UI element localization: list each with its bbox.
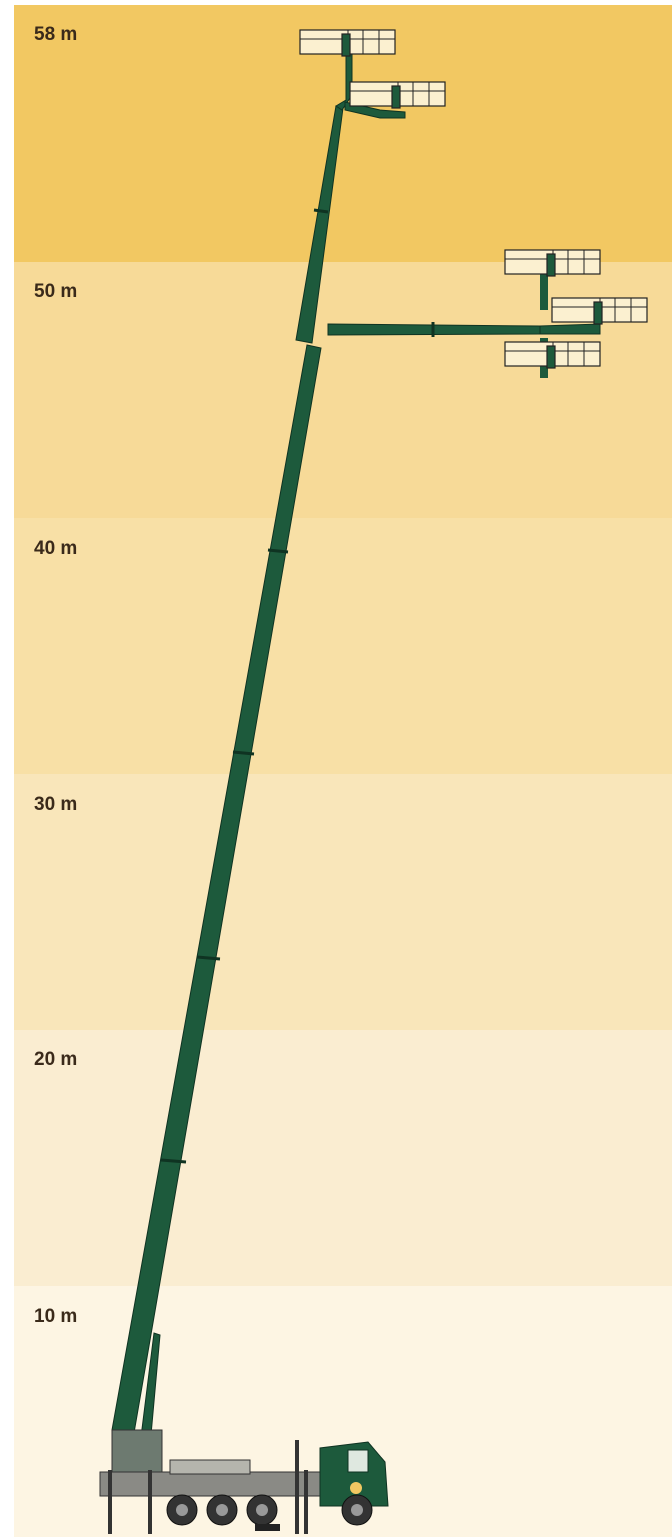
height-label: 50 m [34, 281, 77, 302]
work-platform [551, 297, 648, 325]
height-label: 20 m [34, 1049, 77, 1070]
height-bands [14, 5, 672, 1537]
turret [111, 1429, 163, 1473]
band [14, 774, 672, 1030]
boom-joints [160, 208, 435, 1164]
height-label: 30 m [34, 794, 77, 815]
aerial-platform [111, 29, 648, 1447]
cab-window [347, 1449, 369, 1473]
tip-link [540, 270, 548, 310]
cab [319, 1441, 389, 1507]
hubs [176, 1504, 363, 1516]
height-labels: 58 m 50 m 40 m 30 m 20 m 10 m [34, 24, 77, 1327]
work-platform [349, 81, 446, 109]
height-label: 58 m [34, 24, 77, 45]
band [14, 1030, 672, 1286]
outriggers [108, 1440, 308, 1534]
truck [99, 1429, 389, 1534]
work-platform [504, 249, 601, 277]
work-platform [299, 29, 396, 57]
height-label: 10 m [34, 1306, 77, 1327]
logo [350, 1482, 362, 1494]
band [14, 518, 672, 774]
height-label: 40 m [34, 538, 77, 559]
pad [255, 1524, 280, 1531]
tip-link [539, 323, 601, 335]
work-platform [504, 341, 601, 369]
toolbox [169, 1459, 251, 1475]
